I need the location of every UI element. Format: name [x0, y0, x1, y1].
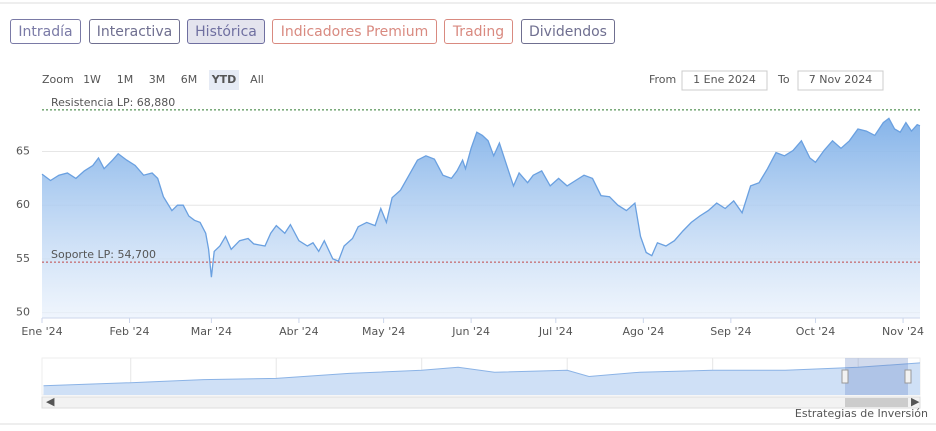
navigator-line — [43, 362, 921, 387]
navigator-area — [43, 362, 921, 395]
x-tick-label: Ago '24 — [622, 325, 664, 338]
from-value[interactable]: 1 Ene 2024 — [693, 73, 756, 86]
x-tick-label: Feb '24 — [110, 325, 150, 338]
tab[interactable]: Intradía — [10, 19, 81, 44]
area-fill — [42, 118, 920, 318]
tab[interactable]: Histórica — [187, 19, 265, 44]
zoom-button[interactable]: YTD — [211, 73, 237, 86]
to-label: To — [777, 73, 790, 86]
plot-line-label: Resistencia LP: 68,880 — [51, 96, 175, 109]
to-value[interactable]: 7 Nov 2024 — [809, 73, 872, 86]
scroll-right[interactable]: ▶ — [911, 395, 920, 408]
tab[interactable]: Indicadores Premium — [272, 19, 437, 44]
y-tick-label: 50 — [16, 306, 30, 319]
y-tick-label: 65 — [16, 145, 30, 158]
x-tick-label: Oct '24 — [796, 325, 836, 338]
x-tick-label: Ene '24 — [21, 325, 62, 338]
zoom-active-bg[interactable] — [209, 70, 239, 90]
zoom-button[interactable]: 3M — [149, 73, 166, 86]
x-tick-label: Mar '24 — [191, 325, 232, 338]
from-input[interactable] — [681, 70, 768, 91]
zoom-button[interactable]: 1M — [117, 73, 134, 86]
tab[interactable]: Dividendos — [521, 19, 615, 44]
x-tick-label: Sep '24 — [710, 325, 751, 338]
plot-line-label: Soporte LP: 54,700 — [51, 248, 156, 261]
y-tick-label: 60 — [16, 198, 30, 211]
price-line — [41, 117, 921, 278]
x-tick-label: Jul '24 — [538, 325, 573, 338]
x-tick-label: May '24 — [362, 325, 405, 338]
y-tick-label: 55 — [16, 252, 30, 265]
zoom-button[interactable]: All — [250, 73, 264, 86]
to-input[interactable] — [797, 70, 884, 91]
zoom-button[interactable]: 1W — [83, 73, 101, 86]
x-tick-label: Jun '24 — [451, 325, 490, 338]
scrollbar[interactable] — [41, 396, 921, 409]
navigator-selection[interactable] — [845, 358, 908, 395]
zoom-label: Zoom — [42, 73, 74, 86]
navigator-handle[interactable] — [841, 369, 849, 384]
navigator-handle[interactable] — [904, 369, 912, 384]
tab[interactable]: Trading — [444, 19, 513, 44]
zoom-button[interactable]: 6M — [181, 73, 198, 86]
scroll-left[interactable]: ◀ — [46, 395, 55, 408]
from-label: From — [649, 73, 676, 86]
x-tick-label: Nov '24 — [882, 325, 924, 338]
scrollbar-thumb[interactable] — [845, 398, 908, 407]
x-tick-label: Abr '24 — [279, 325, 319, 338]
credit: Estrategias de Inversión — [795, 407, 928, 420]
tab[interactable]: Interactiva — [89, 19, 180, 44]
